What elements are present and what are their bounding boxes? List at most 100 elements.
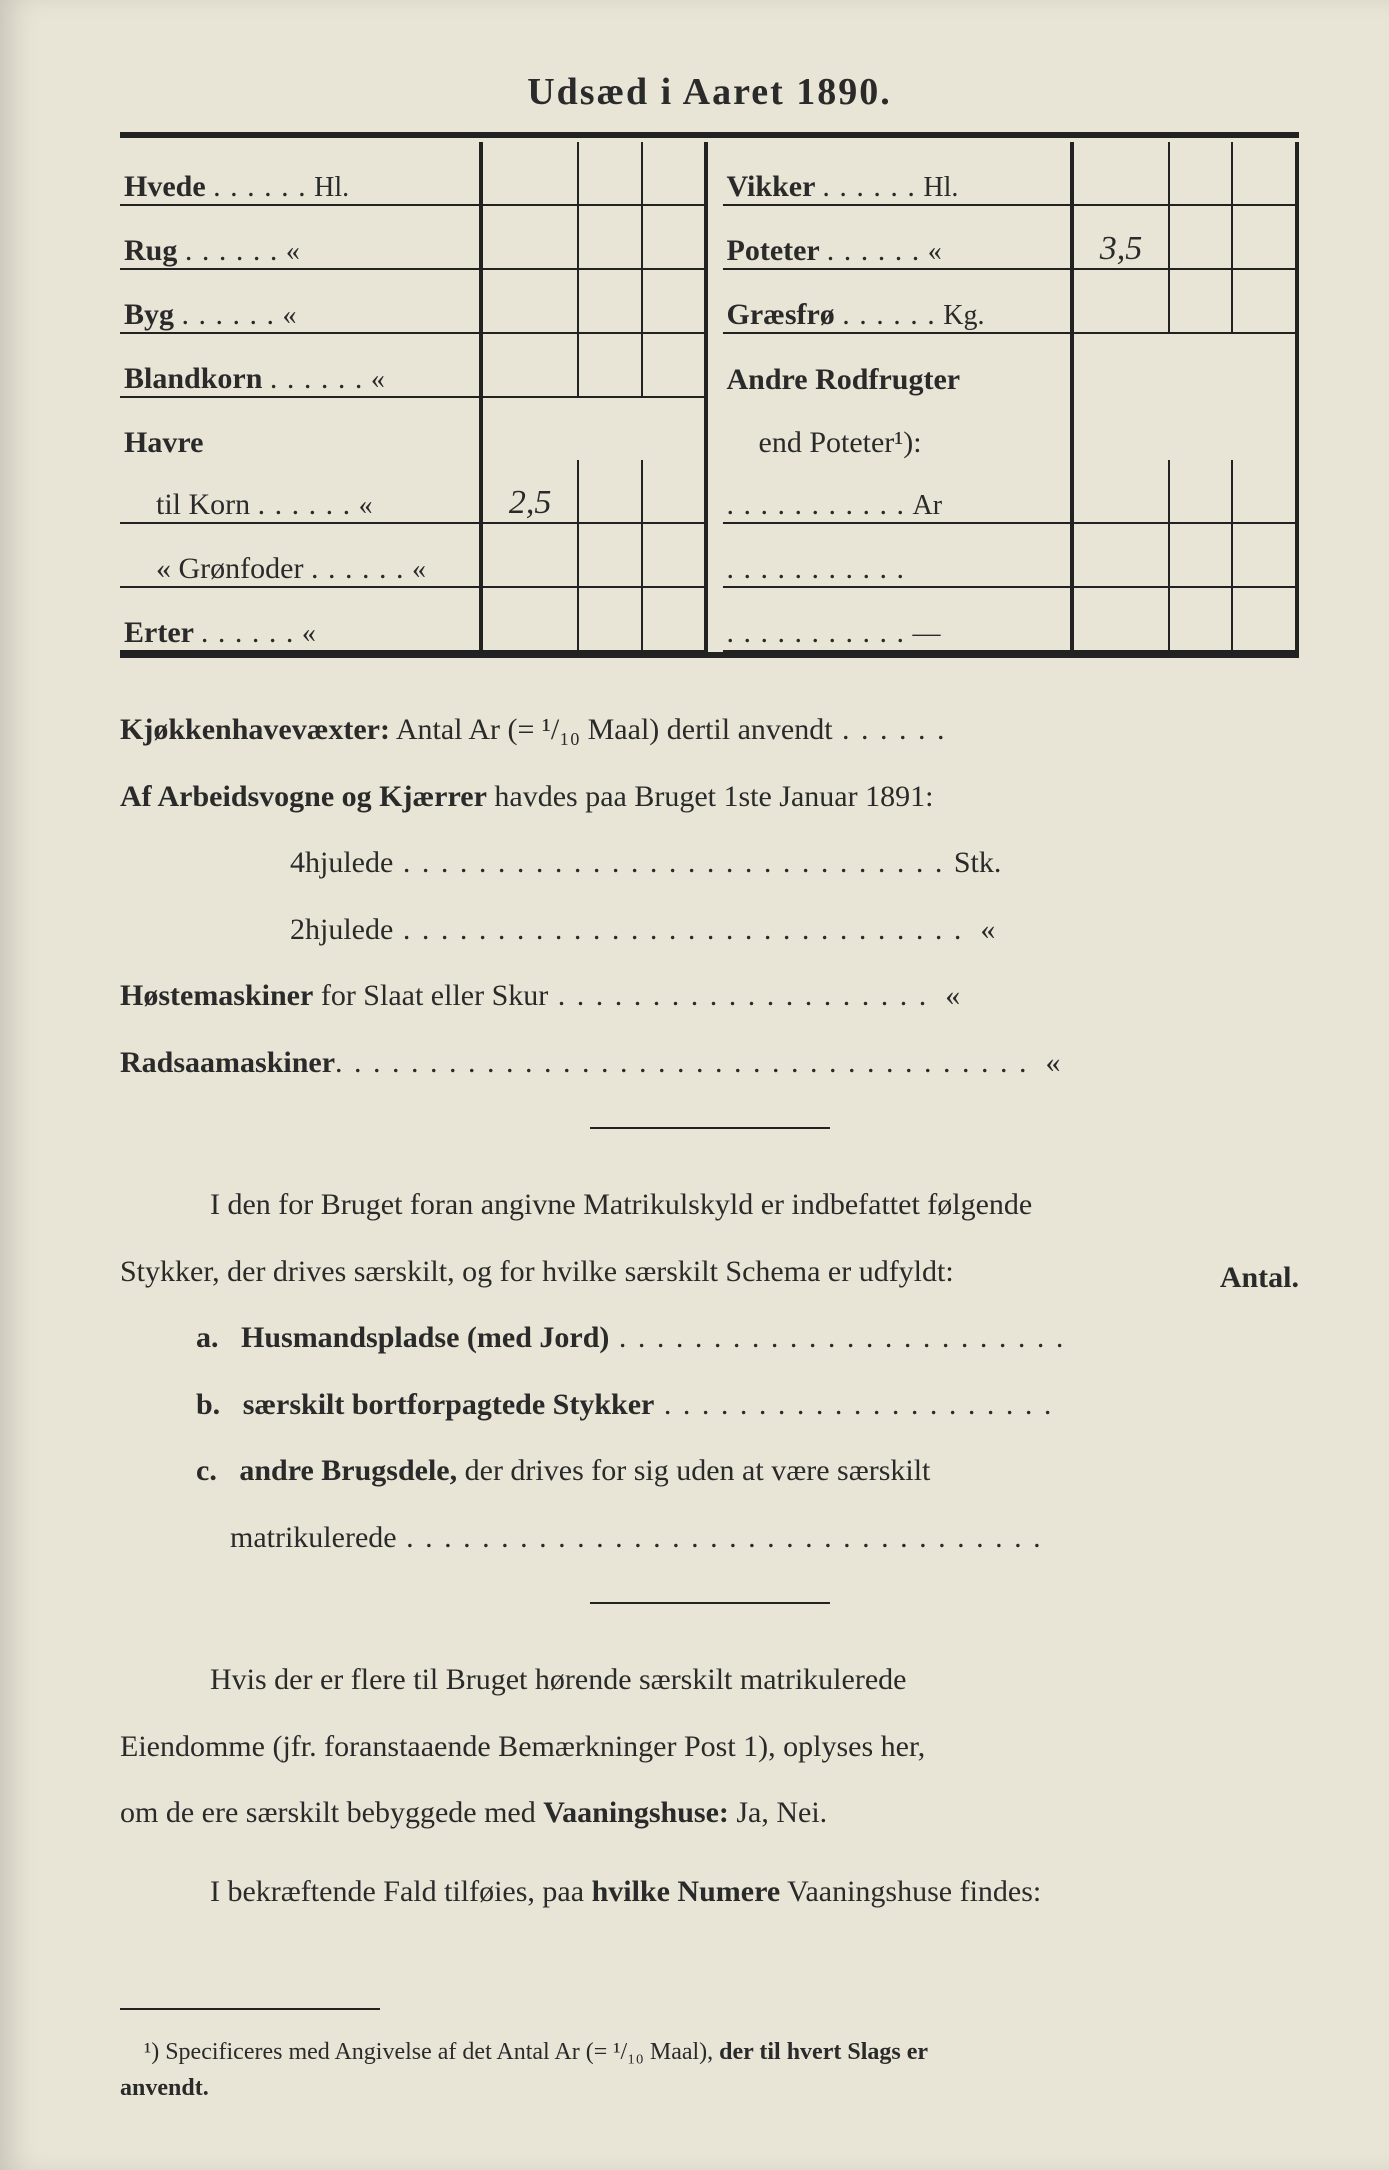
crop-value-sub xyxy=(642,523,706,587)
crop-label: Poteter . . . . . . « xyxy=(723,205,1072,269)
crop-value-sub xyxy=(578,205,641,269)
crop-value-sub xyxy=(1169,523,1232,587)
crop-value xyxy=(1072,269,1169,333)
crop-label: Havre xyxy=(120,397,481,460)
sowing-row: Blandkorn . . . . . . « Andre Rodfrugter xyxy=(120,333,1297,397)
crop-value: 3,5 xyxy=(1072,205,1169,269)
crop-value-sub xyxy=(578,460,641,523)
crop-value xyxy=(481,142,578,205)
hoste-label: Høstemaskiner xyxy=(120,979,313,1012)
para3-a: I bekræftende Fald tilføies, paa xyxy=(210,1875,592,1908)
crop-value xyxy=(1072,523,1169,587)
page-title: Udsæd i Aaret 1890. xyxy=(120,70,1299,114)
gap xyxy=(706,397,722,460)
crop-value-sub xyxy=(642,460,706,523)
crop-value-sub xyxy=(642,269,706,333)
crop-label: Andre Rodfrugter xyxy=(723,333,1072,397)
dots: . . . . . . . . . . . . . . . . . . . . … xyxy=(393,846,954,879)
para2-c-text: om de ere særskilt bebyggede med xyxy=(120,1796,543,1829)
footnote-rule xyxy=(120,2008,380,2010)
vogner-label: Af Arbeidsvogne og Kjærrer xyxy=(120,780,487,813)
crop-value xyxy=(481,205,578,269)
vogner-rest: havdes paa Bruget 1ste Januar 1891: xyxy=(487,780,934,813)
crop-value xyxy=(1072,460,1169,523)
crop-label: Erter . . . . . . « xyxy=(120,587,481,651)
crop-value-sub xyxy=(578,333,641,397)
crop-value-sub xyxy=(1169,142,1232,205)
twowheel-label: 2hjulede xyxy=(290,913,393,946)
crop-label: end Poteter¹): xyxy=(723,397,1072,460)
para1-line1: I den for Bruget foran angivne Matrikuls… xyxy=(120,1179,1299,1232)
crop-value-sub xyxy=(1232,142,1297,205)
para3: I bekræftende Fald tilføies, paa hvilke … xyxy=(120,1866,1299,1919)
crop-value xyxy=(1072,142,1169,205)
form-page: Udsæd i Aaret 1890. Hvede . . . . . . Hl… xyxy=(0,0,1389,2170)
title-rule xyxy=(120,132,1299,138)
footnote-a: Specificeres med Angivelse af det Antal … xyxy=(159,2039,719,2065)
crop-value-sub xyxy=(642,587,706,651)
item-a-key: a. xyxy=(196,1321,219,1354)
vogner-line: Af Arbeidsvogne og Kjærrer havdes paa Br… xyxy=(120,771,1299,824)
hoste-rest: for Slaat eller Skur xyxy=(313,979,548,1012)
crop-value-sub xyxy=(578,142,641,205)
crop-label: . . . . . . . . . . . — xyxy=(723,587,1072,651)
crop-value xyxy=(481,333,578,397)
sowing-row: Erter . . . . . . « . . . . . . . . . . .… xyxy=(120,587,1297,651)
crop-value-sub xyxy=(1232,333,1297,397)
gap xyxy=(706,587,722,651)
kjokken-line: Kjøkkenhavevæxter: Antal Ar (= ¹/₁₀ Maal… xyxy=(120,704,1299,757)
twowheel-unit: « xyxy=(980,913,995,946)
dots: . . . . . . . . . . . . . . . . . . . . … xyxy=(393,913,973,946)
crop-label: Byg . . . . . . « xyxy=(120,269,481,333)
para2-a: Hvis der er flere til Bruget hørende sær… xyxy=(120,1654,1299,1707)
para3-b: hvilke Numere xyxy=(592,1875,781,1908)
gap xyxy=(706,269,722,333)
crop-value-sub xyxy=(642,205,706,269)
para3-c: Vaaningshuse findes: xyxy=(780,1875,1041,1908)
radsaa-label: Radsaamaskiner xyxy=(120,1046,335,1079)
crop-label: til Korn . . . . . . « xyxy=(120,460,481,523)
crop-value-sub xyxy=(1232,460,1297,523)
dots: . . . . . . . . . . . . . . . . . . . . xyxy=(548,979,938,1012)
crop-label: « Grønfoder . . . . . . « xyxy=(120,523,481,587)
sowing-row: Havre end Poteter¹): xyxy=(120,397,1297,460)
crop-value xyxy=(481,269,578,333)
body-block: Kjøkkenhavevæxter: Antal Ar (= ¹/₁₀ Maal… xyxy=(120,704,1299,1918)
fourwheel-unit: Stk. xyxy=(954,846,1002,879)
gap xyxy=(706,142,722,205)
gap xyxy=(706,460,722,523)
para2-c: om de ere særskilt bebyggede med Vaaning… xyxy=(120,1787,1299,1840)
crop-value-sub xyxy=(1169,587,1232,651)
crop-label: . . . . . . . . . . . xyxy=(723,523,1072,587)
footnote: ¹) Specificeres med Angivelse af det Ant… xyxy=(120,2034,1299,2106)
para2-d: Vaaningshuse: xyxy=(543,1796,729,1829)
crop-value-sub xyxy=(1169,397,1232,460)
sowing-row: til Korn . . . . . . «2,5. . . . . . . .… xyxy=(120,460,1297,523)
crop-value-sub xyxy=(578,269,641,333)
dots: . . . . . . . . . . . . . . . . . . . . … xyxy=(397,1521,1043,1554)
crop-label: . . . . . . . . . . . Ar xyxy=(723,460,1072,523)
crop-value-sub xyxy=(578,397,641,460)
footnote-b: der til hvert Slags er xyxy=(719,2039,928,2065)
crop-value-sub xyxy=(1232,269,1297,333)
crop-label: Hvede . . . . . . Hl. xyxy=(120,142,481,205)
crop-value-sub xyxy=(1232,205,1297,269)
footnote-c: anvendt. xyxy=(120,2075,209,2101)
item-b-key: b. xyxy=(196,1388,220,1421)
item-c-rest2: matrikulerede xyxy=(230,1521,397,1554)
crop-value xyxy=(481,397,578,460)
fourwheel-line: 4hjulede . . . . . . . . . . . . . . . .… xyxy=(120,837,1299,890)
item-c-line2: matrikulerede . . . . . . . . . . . . . … xyxy=(120,1512,1299,1565)
crop-value-sub xyxy=(642,142,706,205)
para2-e: Ja, Nei. xyxy=(729,1796,827,1829)
kjokken-label: Kjøkkenhavevæxter: xyxy=(120,713,390,746)
crop-value xyxy=(1072,333,1169,397)
crop-value-sub xyxy=(578,523,641,587)
gap xyxy=(706,523,722,587)
footnote-mark: ¹) xyxy=(144,2039,159,2065)
para2-b: Eiendomme (jfr. foranstaaende Bemærkning… xyxy=(120,1721,1299,1774)
crop-label: Blandkorn . . . . . . « xyxy=(120,333,481,397)
para1-line2: Stykker, der drives særskilt, og for hvi… xyxy=(120,1246,1299,1299)
crop-value xyxy=(1072,587,1169,651)
crop-value-sub xyxy=(1232,523,1297,587)
